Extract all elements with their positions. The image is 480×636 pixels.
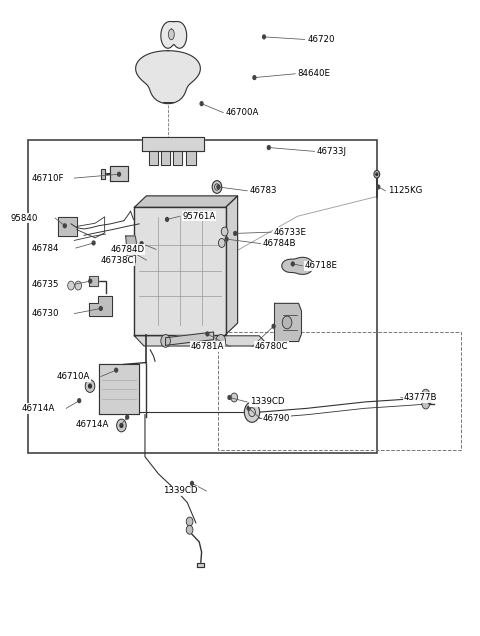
Circle shape — [99, 307, 102, 310]
Text: 46783: 46783 — [250, 186, 277, 195]
Circle shape — [221, 227, 228, 236]
Text: 46735: 46735 — [31, 280, 59, 289]
Circle shape — [186, 525, 193, 534]
Polygon shape — [101, 169, 105, 179]
Circle shape — [218, 238, 225, 247]
Circle shape — [422, 389, 430, 399]
Circle shape — [117, 419, 126, 432]
Text: 46790: 46790 — [263, 414, 290, 423]
Polygon shape — [110, 166, 128, 181]
Circle shape — [161, 335, 170, 347]
Polygon shape — [161, 151, 170, 165]
Polygon shape — [136, 51, 200, 104]
Circle shape — [374, 170, 380, 178]
Text: 46784: 46784 — [31, 244, 59, 252]
Circle shape — [234, 232, 237, 235]
Text: 46733E: 46733E — [274, 228, 307, 237]
Polygon shape — [173, 151, 182, 165]
Text: 46784B: 46784B — [263, 239, 297, 248]
Text: 46710F: 46710F — [31, 174, 64, 183]
Polygon shape — [127, 251, 135, 263]
Bar — [28, 140, 377, 453]
Circle shape — [428, 400, 431, 404]
Text: 1339CD: 1339CD — [163, 487, 198, 495]
Text: 46714A: 46714A — [76, 420, 109, 429]
Polygon shape — [166, 332, 214, 345]
Text: 46733J: 46733J — [317, 147, 347, 156]
Circle shape — [212, 181, 222, 193]
Polygon shape — [161, 22, 187, 48]
Circle shape — [89, 279, 92, 283]
Circle shape — [253, 76, 256, 80]
Circle shape — [247, 406, 250, 410]
Text: 95840: 95840 — [11, 214, 38, 223]
Polygon shape — [126, 236, 136, 249]
Text: 46710A: 46710A — [57, 372, 90, 381]
Circle shape — [217, 185, 220, 189]
Circle shape — [200, 102, 203, 106]
Circle shape — [133, 251, 136, 255]
Polygon shape — [275, 303, 301, 342]
Polygon shape — [58, 217, 77, 236]
Circle shape — [115, 368, 118, 372]
Text: 46781A: 46781A — [191, 342, 225, 351]
Circle shape — [206, 332, 209, 336]
Circle shape — [263, 35, 265, 39]
Polygon shape — [149, 151, 158, 165]
Text: 43777B: 43777B — [403, 393, 437, 402]
Text: 46700A: 46700A — [226, 108, 259, 117]
Circle shape — [422, 399, 430, 409]
Circle shape — [126, 415, 129, 419]
Circle shape — [228, 396, 231, 399]
Circle shape — [191, 481, 193, 485]
Circle shape — [166, 218, 168, 221]
Polygon shape — [134, 336, 269, 346]
Text: 95761A: 95761A — [182, 212, 216, 221]
Text: 46718E: 46718E — [305, 261, 338, 270]
Circle shape — [140, 242, 143, 245]
Polygon shape — [226, 196, 238, 335]
Polygon shape — [134, 196, 238, 207]
Circle shape — [244, 402, 260, 422]
Circle shape — [92, 241, 95, 245]
Polygon shape — [89, 276, 98, 286]
Circle shape — [267, 146, 270, 149]
Circle shape — [88, 384, 91, 388]
Polygon shape — [89, 296, 112, 316]
Circle shape — [85, 380, 95, 392]
Text: 46780C: 46780C — [254, 342, 288, 351]
Circle shape — [231, 393, 238, 402]
Circle shape — [282, 316, 292, 329]
Text: 1125KG: 1125KG — [388, 186, 422, 195]
Circle shape — [377, 185, 380, 189]
Circle shape — [120, 424, 123, 427]
Circle shape — [225, 237, 228, 241]
Polygon shape — [99, 364, 139, 414]
Circle shape — [63, 224, 66, 228]
Text: 46738C: 46738C — [101, 256, 134, 265]
Polygon shape — [168, 29, 174, 39]
Text: 1339CD: 1339CD — [250, 398, 284, 406]
Circle shape — [186, 517, 193, 526]
Text: 84640E: 84640E — [298, 69, 331, 78]
Circle shape — [68, 281, 74, 290]
Circle shape — [291, 262, 294, 266]
Circle shape — [75, 281, 82, 290]
Circle shape — [376, 173, 378, 176]
Text: 46720: 46720 — [307, 35, 335, 44]
Polygon shape — [282, 258, 313, 274]
Polygon shape — [142, 137, 204, 151]
Circle shape — [216, 335, 226, 347]
Polygon shape — [197, 563, 204, 567]
Circle shape — [118, 172, 120, 176]
Polygon shape — [134, 207, 226, 335]
Polygon shape — [186, 151, 196, 165]
Circle shape — [78, 399, 81, 403]
Text: 46784D: 46784D — [110, 245, 144, 254]
Text: 46730: 46730 — [31, 309, 59, 318]
Text: 46714A: 46714A — [22, 404, 55, 413]
Circle shape — [272, 324, 275, 328]
